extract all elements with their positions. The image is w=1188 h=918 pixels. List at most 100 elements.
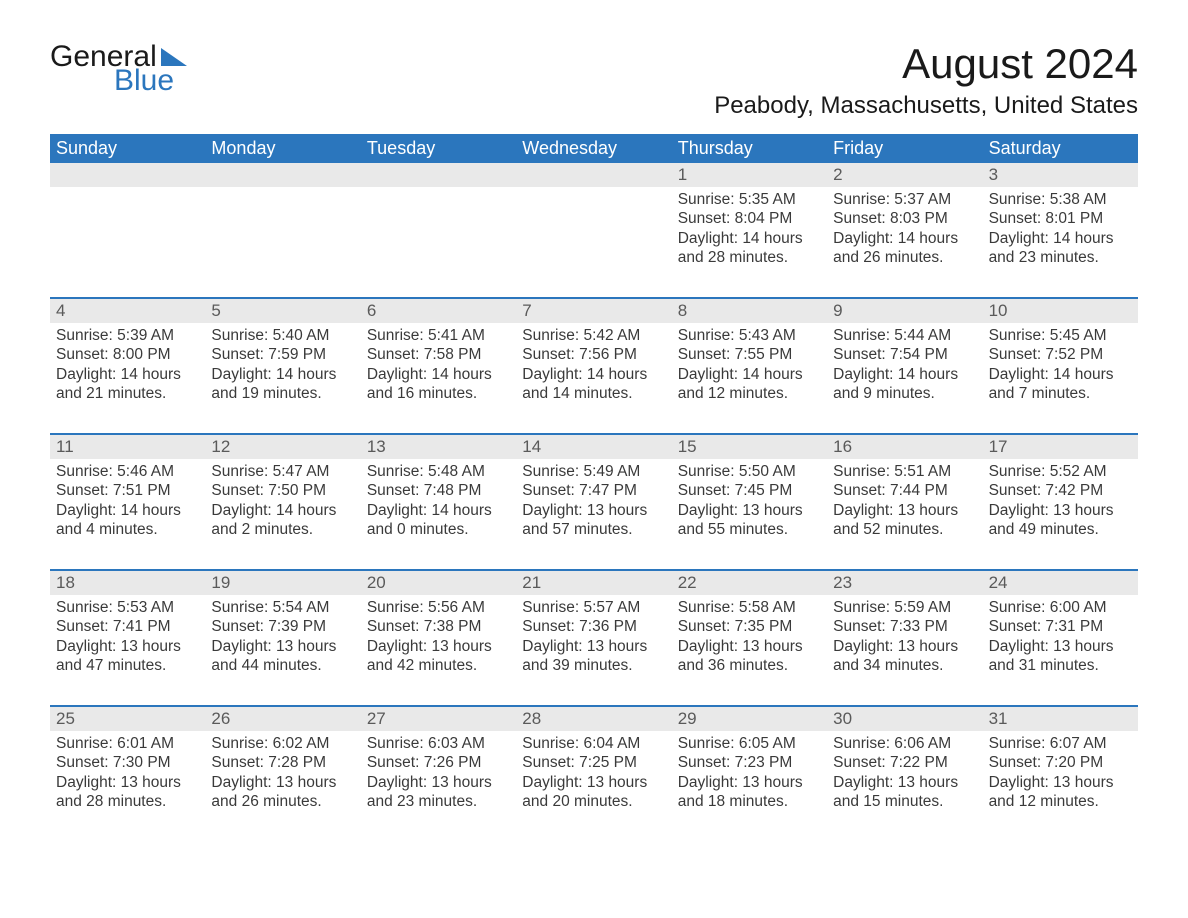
day-number: 14 xyxy=(516,435,671,459)
month-title: August 2024 xyxy=(714,40,1138,88)
day-body: Sunrise: 5:56 AMSunset: 7:38 PMDaylight:… xyxy=(361,595,516,676)
sunset-line: Sunset: 7:36 PM xyxy=(522,617,665,636)
day-cell: 1Sunrise: 5:35 AMSunset: 8:04 PMDaylight… xyxy=(672,163,827,273)
sunrise-line: Sunrise: 5:47 AM xyxy=(211,462,354,481)
weekday-header: Friday xyxy=(827,134,982,163)
sunset-line: Sunset: 7:30 PM xyxy=(56,753,199,772)
day-number: 11 xyxy=(50,435,205,459)
sunrise-line: Sunrise: 6:04 AM xyxy=(522,734,665,753)
sunset-line: Sunset: 7:54 PM xyxy=(833,345,976,364)
daylight-line: Daylight: 13 hours and 52 minutes. xyxy=(833,501,976,540)
day-number: 27 xyxy=(361,707,516,731)
day-cell xyxy=(205,163,360,273)
day-body: Sunrise: 5:39 AMSunset: 8:00 PMDaylight:… xyxy=(50,323,205,404)
sunrise-line: Sunrise: 6:05 AM xyxy=(678,734,821,753)
day-cell: 5Sunrise: 5:40 AMSunset: 7:59 PMDaylight… xyxy=(205,299,360,409)
weekday-header: Thursday xyxy=(672,134,827,163)
sunset-line: Sunset: 7:22 PM xyxy=(833,753,976,772)
sunset-line: Sunset: 7:42 PM xyxy=(989,481,1132,500)
day-number: 7 xyxy=(516,299,671,323)
empty-day-header xyxy=(516,163,671,187)
empty-day-header xyxy=(205,163,360,187)
day-cell: 17Sunrise: 5:52 AMSunset: 7:42 PMDayligh… xyxy=(983,435,1138,545)
sunrise-line: Sunrise: 6:06 AM xyxy=(833,734,976,753)
day-number: 22 xyxy=(672,571,827,595)
sunrise-line: Sunrise: 5:41 AM xyxy=(367,326,510,345)
daylight-line: Daylight: 13 hours and 28 minutes. xyxy=(56,773,199,812)
day-body: Sunrise: 5:43 AMSunset: 7:55 PMDaylight:… xyxy=(672,323,827,404)
day-cell: 31Sunrise: 6:07 AMSunset: 7:20 PMDayligh… xyxy=(983,707,1138,817)
sunrise-line: Sunrise: 5:54 AM xyxy=(211,598,354,617)
day-number: 10 xyxy=(983,299,1138,323)
day-cell: 25 Sunrise: 6:01 AMSunset: 7:30 PMDayligh… xyxy=(50,707,205,817)
daylight-line: Daylight: 13 hours and 31 minutes. xyxy=(989,637,1132,676)
sunrise-line: Sunrise: 5:42 AM xyxy=(522,326,665,345)
sunset-line: Sunset: 8:00 PM xyxy=(56,345,199,364)
sunset-line: Sunset: 7:26 PM xyxy=(367,753,510,772)
day-cell: 10Sunrise: 5:45 AMSunset: 7:52 PMDayligh… xyxy=(983,299,1138,409)
day-cell xyxy=(50,163,205,273)
day-cell: 30Sunrise: 6:06 AMSunset: 7:22 PMDayligh… xyxy=(827,707,982,817)
day-cell: 29Sunrise: 6:05 AMSunset: 7:23 PMDayligh… xyxy=(672,707,827,817)
day-cell: 16Sunrise: 5:51 AMSunset: 7:44 PMDayligh… xyxy=(827,435,982,545)
logo: General Blue xyxy=(50,40,187,98)
sunset-line: Sunset: 7:52 PM xyxy=(989,345,1132,364)
week-row: 1Sunrise: 5:35 AMSunset: 8:04 PMDaylight… xyxy=(50,163,1138,273)
day-body: Sunrise: 5:40 AMSunset: 7:59 PMDaylight:… xyxy=(205,323,360,404)
day-body: Sunrise: 5:46 AMSunset: 7:51 PMDaylight:… xyxy=(50,459,205,540)
day-number: 29 xyxy=(672,707,827,731)
sunrise-line: Sunrise: 6:01 AM xyxy=(56,734,199,753)
sunrise-line: Sunrise: 6:07 AM xyxy=(989,734,1132,753)
weekday-header: Saturday xyxy=(983,134,1138,163)
sunrise-line: Sunrise: 5:35 AM xyxy=(678,190,821,209)
day-number: 26 xyxy=(205,707,360,731)
day-cell: 26Sunrise: 6:02 AMSunset: 7:28 PMDayligh… xyxy=(205,707,360,817)
sunset-line: Sunset: 7:56 PM xyxy=(522,345,665,364)
day-cell: 24Sunrise: 6:00 AMSunset: 7:31 PMDayligh… xyxy=(983,571,1138,681)
daylight-line: Daylight: 13 hours and 39 minutes. xyxy=(522,637,665,676)
daylight-line: Daylight: 13 hours and 20 minutes. xyxy=(522,773,665,812)
sunrise-line: Sunrise: 5:39 AM xyxy=(56,326,199,345)
day-body: Sunrise: 5:51 AMSunset: 7:44 PMDaylight:… xyxy=(827,459,982,540)
day-body: Sunrise: 5:52 AMSunset: 7:42 PMDaylight:… xyxy=(983,459,1138,540)
daylight-line: Daylight: 13 hours and 23 minutes. xyxy=(367,773,510,812)
week-row: 11Sunrise: 5:46 AMSunset: 7:51 PMDayligh… xyxy=(50,433,1138,545)
sunrise-line: Sunrise: 5:40 AM xyxy=(211,326,354,345)
day-cell: 28Sunrise: 6:04 AMSunset: 7:25 PMDayligh… xyxy=(516,707,671,817)
sunrise-line: Sunrise: 6:03 AM xyxy=(367,734,510,753)
day-number: 25 xyxy=(50,707,205,731)
day-body: Sunrise: 5:57 AMSunset: 7:36 PMDaylight:… xyxy=(516,595,671,676)
sunset-line: Sunset: 7:47 PM xyxy=(522,481,665,500)
sunrise-line: Sunrise: 5:52 AM xyxy=(989,462,1132,481)
daylight-line: Daylight: 13 hours and 36 minutes. xyxy=(678,637,821,676)
daylight-line: Daylight: 13 hours and 26 minutes. xyxy=(211,773,354,812)
day-body: Sunrise: 5:59 AMSunset: 7:33 PMDaylight:… xyxy=(827,595,982,676)
daylight-line: Daylight: 13 hours and 57 minutes. xyxy=(522,501,665,540)
sunset-line: Sunset: 8:01 PM xyxy=(989,209,1132,228)
sunrise-line: Sunrise: 6:00 AM xyxy=(989,598,1132,617)
sunset-line: Sunset: 8:03 PM xyxy=(833,209,976,228)
day-number: 21 xyxy=(516,571,671,595)
daylight-line: Daylight: 13 hours and 44 minutes. xyxy=(211,637,354,676)
sunrise-line: Sunrise: 5:59 AM xyxy=(833,598,976,617)
daylight-line: Daylight: 14 hours and 19 minutes. xyxy=(211,365,354,404)
sunset-line: Sunset: 7:59 PM xyxy=(211,345,354,364)
sunset-line: Sunset: 7:44 PM xyxy=(833,481,976,500)
day-body: Sunrise: 5:44 AMSunset: 7:54 PMDaylight:… xyxy=(827,323,982,404)
daylight-line: Daylight: 14 hours and 7 minutes. xyxy=(989,365,1132,404)
daylight-line: Daylight: 14 hours and 21 minutes. xyxy=(56,365,199,404)
day-number: 13 xyxy=(361,435,516,459)
daylight-line: Daylight: 13 hours and 18 minutes. xyxy=(678,773,821,812)
day-body: Sunrise: 5:54 AMSunset: 7:39 PMDaylight:… xyxy=(205,595,360,676)
day-number: 19 xyxy=(205,571,360,595)
daylight-line: Daylight: 14 hours and 26 minutes. xyxy=(833,229,976,268)
sunrise-line: Sunrise: 5:46 AM xyxy=(56,462,199,481)
sunset-line: Sunset: 7:38 PM xyxy=(367,617,510,636)
day-number: 2 xyxy=(827,163,982,187)
week-row: 4Sunrise: 5:39 AMSunset: 8:00 PMDaylight… xyxy=(50,297,1138,409)
day-number: 31 xyxy=(983,707,1138,731)
header: General Blue August 2024 Peabody, Massac… xyxy=(50,40,1138,120)
day-number: 12 xyxy=(205,435,360,459)
day-body: Sunrise: 6:07 AMSunset: 7:20 PMDaylight:… xyxy=(983,731,1138,812)
empty-day-header xyxy=(361,163,516,187)
